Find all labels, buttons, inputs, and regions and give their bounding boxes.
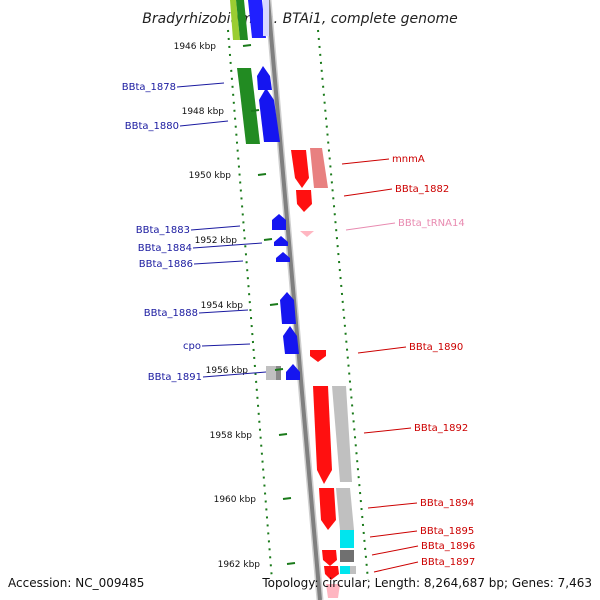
scale-label: 1956 kbp: [206, 366, 249, 376]
gene-connector: [201, 343, 251, 347]
gene-connector: [369, 530, 418, 538]
gene-connector: [373, 561, 419, 573]
scale-tick: [257, 173, 267, 176]
gene-label-right[interactable]: BBta_1894: [420, 498, 474, 509]
cds-forward-1883[interactable]: [272, 214, 286, 230]
gene-connector: [193, 260, 244, 265]
scale-labels: 1946 kbp 1948 kbp 1950 kbp 1952 kbp 1954 kbp…: [174, 42, 296, 570]
scale-label: 1948 kbp: [182, 107, 225, 117]
gene-connector: [357, 346, 407, 354]
cds-reverse-1882[interactable]: [296, 190, 312, 212]
gene-connector: [363, 427, 412, 434]
cds-grey-1892[interactable]: [332, 386, 352, 482]
gene-connector: [367, 502, 418, 509]
cds-green-1878[interactable]: [237, 68, 254, 92]
gene-label-right[interactable]: BBta_1890: [409, 342, 463, 353]
gene-label-left[interactable]: BBta_1880: [125, 121, 179, 132]
gene-connector: [371, 545, 419, 556]
cds-reverse-mnma[interactable]: [291, 150, 309, 188]
scale-tick: [250, 109, 260, 112]
gene-label-left[interactable]: BBta_1884: [138, 243, 192, 254]
cds-green-1880[interactable]: [240, 92, 260, 144]
gene-label-left[interactable]: BBta_1888: [144, 308, 198, 319]
scale-tick: [242, 44, 252, 47]
gene-label-right[interactable]: BBta_1895: [420, 526, 474, 537]
cds-grey-1897[interactable]: [350, 566, 356, 574]
scale-label: 1958 kbp: [210, 431, 253, 441]
cds-reverse-1896[interactable]: [322, 550, 337, 566]
gene-connector: [190, 225, 241, 231]
cds-reverse-1892[interactable]: [313, 386, 332, 484]
gene-label-right[interactable]: BBta_1897: [421, 557, 475, 568]
gene-connector: [176, 82, 225, 88]
cds-reverse-1897[interactable]: [324, 566, 339, 580]
cds-cyan-1897[interactable]: [340, 566, 350, 574]
scale-tick: [278, 433, 288, 436]
scale-label: 1952 kbp: [195, 236, 238, 246]
trna-14[interactable]: [300, 231, 314, 237]
cds-reverse-bottom[interactable]: [326, 584, 340, 598]
cds-forward-1879[interactable]: [257, 66, 272, 90]
gene-label-right[interactable]: mnmA: [392, 154, 425, 165]
gene-label-right[interactable]: BBta_tRNA14: [398, 218, 465, 229]
gene-connector: [192, 242, 263, 249]
topology-text: Topology: circular; Length: 8,264,687 bp…: [261, 576, 592, 590]
cds-forward-1891[interactable]: [286, 364, 300, 380]
gene-connector: [179, 120, 229, 127]
scale-label: 1954 kbp: [201, 301, 244, 311]
cds-forward-1888[interactable]: [280, 292, 296, 324]
scale-tick: [286, 562, 296, 565]
scale-label: 1962 kbp: [218, 560, 261, 570]
cds-reverse-1890[interactable]: [310, 350, 326, 362]
cds-reverse-top-green-b[interactable]: [236, 0, 248, 40]
gene-label-right[interactable]: BBta_1896: [421, 541, 475, 552]
scale-label: 1960 kbp: [214, 495, 257, 505]
gene-label-right[interactable]: BBta_1882: [395, 184, 449, 195]
cds-forward-1881[interactable]: [259, 88, 280, 142]
cds-forward-cpo[interactable]: [283, 326, 299, 354]
gene-label-right[interactable]: BBta_1892: [414, 423, 468, 434]
scale-tick: [274, 368, 284, 371]
scale-label: 1946 kbp: [174, 42, 217, 52]
cds-reverse-mnma-b[interactable]: [310, 148, 328, 188]
cds-forward-1884[interactable]: [274, 236, 288, 246]
cds-grey-1894[interactable]: [336, 488, 354, 530]
gene-label-left[interactable]: cpo: [183, 341, 201, 352]
gene-labels: BBta_1878 BBta_1880 BBta_1883 BBta_1884 BBta…: [122, 82, 475, 573]
gene-label-left[interactable]: BBta_1891: [148, 372, 202, 383]
cds-top-light[interactable]: [263, 0, 269, 36]
scale-tick: [269, 303, 279, 306]
gene-label-left[interactable]: BBta_1886: [139, 259, 193, 270]
cds-grey-1891-b[interactable]: [276, 366, 281, 380]
cds-cyan-1895[interactable]: [340, 530, 354, 548]
accession-text: Accession: NC_009485: [8, 576, 144, 590]
gene-connector: [345, 222, 396, 231]
gene-label-left[interactable]: BBta_1878: [122, 82, 176, 93]
gene-connector: [202, 371, 267, 378]
scale-tick: [282, 497, 292, 500]
gene-label-left[interactable]: BBta_1883: [136, 225, 190, 236]
cds-reverse-1894[interactable]: [319, 488, 336, 530]
gene-connector: [341, 158, 390, 165]
gene-connector: [343, 188, 393, 197]
scale-tick: [263, 238, 273, 241]
gene-connector: [198, 309, 249, 314]
cds-forward-1886[interactable]: [276, 252, 290, 262]
cds-grey-1896[interactable]: [340, 550, 354, 562]
feature-track: [230, 0, 356, 598]
map-title: Bradyrhizobium sp. BTAi1, complete genom…: [142, 11, 458, 27]
cds-reverse-top-green[interactable]: [230, 0, 240, 40]
cds-reverse-top-blue[interactable]: [248, 0, 266, 38]
scale-label: 1950 kbp: [189, 171, 232, 181]
